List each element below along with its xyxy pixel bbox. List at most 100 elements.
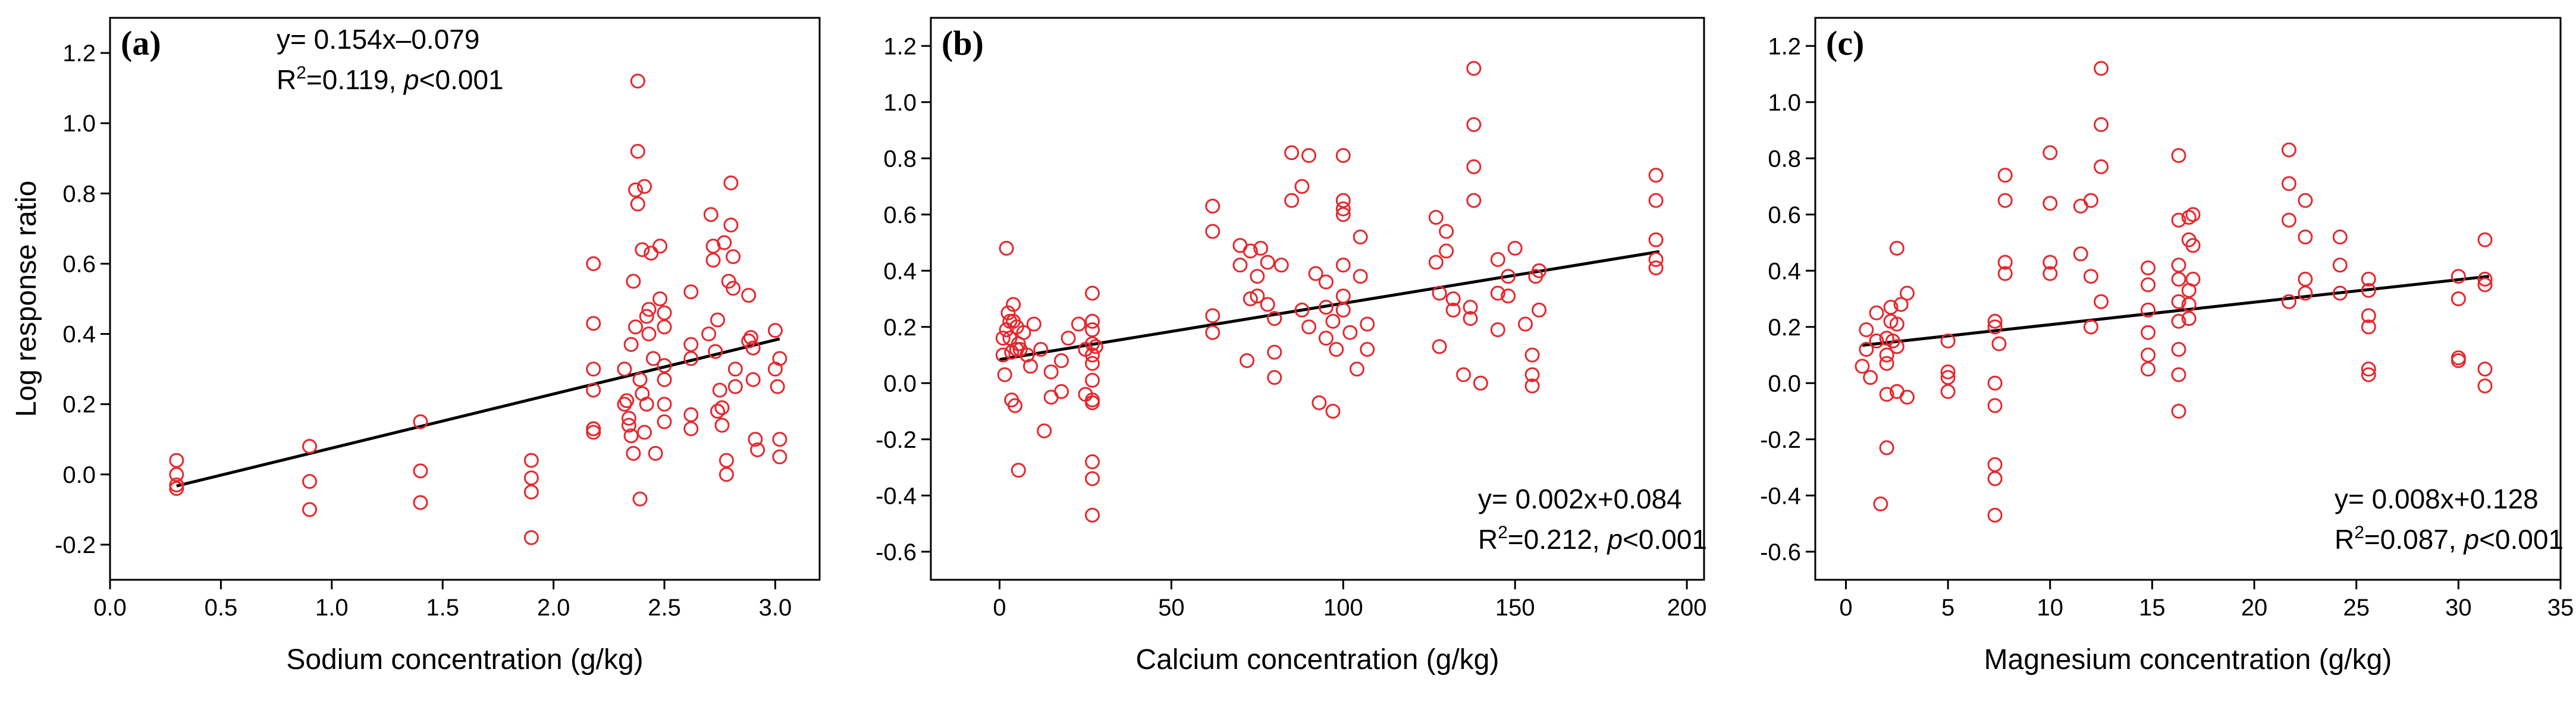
data-point (1863, 370, 1878, 385)
data-point (1991, 336, 2007, 351)
p-symbol: p (1606, 524, 1623, 555)
data-point (1240, 353, 1255, 368)
x-axis-label: Calcium concentration (g/kg) (1136, 644, 1499, 676)
data-point (644, 246, 659, 261)
data-point (1037, 423, 1052, 439)
data-point (2171, 367, 2186, 382)
data-point (683, 421, 699, 436)
data-point (1987, 398, 2003, 413)
data-point (2281, 212, 2296, 228)
data-point (717, 235, 732, 250)
data-point (1518, 316, 1533, 332)
data-point (2298, 193, 2313, 208)
data-point (657, 358, 672, 373)
data-point (1889, 316, 1904, 332)
data-point (1463, 311, 1478, 326)
x-tick-label: 100 (1323, 595, 1363, 621)
data-point (1353, 269, 1368, 284)
data-point (714, 400, 730, 416)
y-tick-label: -0.6 (876, 539, 917, 566)
data-point (1294, 302, 1310, 318)
data-point (1859, 322, 1874, 337)
data-point (2281, 176, 2296, 191)
data-point (1260, 255, 1275, 270)
data-point (1349, 362, 1364, 377)
r2-value: =0.212, (1508, 524, 1608, 555)
data-point (2083, 193, 2098, 208)
data-point (523, 530, 539, 545)
data-point (726, 249, 741, 265)
x-tick-label: 15 (2139, 595, 2166, 621)
data-point (1987, 375, 2003, 391)
x-tick-label: 35 (2547, 595, 2574, 621)
data-point (1940, 364, 1956, 379)
data-point (683, 284, 699, 300)
data-point (1648, 252, 1664, 267)
data-point (169, 480, 184, 496)
y-tick-label: 1.2 (1768, 33, 1801, 59)
y-tick-label: 0.0 (883, 370, 917, 397)
y-tick-label: 0.8 (1768, 146, 1801, 172)
data-point (2094, 61, 2109, 76)
data-point (1060, 331, 1076, 346)
data-point (1987, 471, 2003, 486)
data-point (2361, 308, 2376, 323)
data-point (617, 362, 632, 377)
data-point (1648, 260, 1664, 276)
y-tick-label: 0.6 (62, 251, 96, 277)
data-point (1008, 398, 1023, 413)
data-point (1507, 240, 1523, 256)
data-point (1883, 300, 1899, 315)
data-point (2094, 159, 2109, 174)
data-point (652, 291, 668, 306)
data-point (1466, 117, 1482, 133)
data-point (1205, 199, 1220, 214)
data-point (1342, 325, 1358, 340)
data-point (2181, 297, 2197, 312)
data-point (1023, 359, 1038, 374)
data-point (628, 182, 644, 197)
data-point (1648, 168, 1664, 183)
data-point (2073, 246, 2088, 262)
data-point (2361, 319, 2376, 335)
data-point (1524, 378, 1540, 394)
data-point (1335, 207, 1351, 222)
data-point (1033, 342, 1049, 357)
y-tick-label: 0.6 (883, 202, 917, 228)
data-point (1085, 347, 1100, 363)
data-point (630, 143, 645, 159)
data-point (1859, 342, 1874, 357)
data-point (1318, 300, 1334, 315)
data-point (1940, 333, 1956, 348)
data-point (1889, 240, 1904, 256)
data-point (1997, 168, 2013, 183)
regression-stats: R2=0.212, p<0.001 (1478, 523, 1707, 555)
data-point (1205, 325, 1220, 340)
data-point (2141, 362, 2156, 377)
data-point (2281, 142, 2296, 158)
data-point (1335, 193, 1351, 208)
r2-superscript: 2 (1498, 523, 1508, 542)
data-point (1855, 359, 1870, 374)
data-point (2141, 260, 2156, 276)
data-point (1432, 285, 1447, 301)
data-point (1205, 224, 1220, 239)
data-point (2361, 367, 2376, 382)
r2-symbol: R (277, 64, 296, 95)
data-point (2451, 291, 2466, 306)
data-point (995, 331, 1011, 346)
data-point (2298, 271, 2313, 287)
data-point (2171, 313, 2186, 329)
data-point (2361, 362, 2376, 377)
data-point (2042, 255, 2058, 270)
data-point (1445, 302, 1461, 318)
data-point (413, 495, 428, 510)
data-point (2141, 302, 2156, 318)
y-tick-label: 1.2 (883, 33, 917, 59)
data-point (727, 379, 743, 394)
data-point (2141, 347, 2156, 363)
data-point (1466, 193, 1482, 208)
data-point (523, 453, 539, 468)
data-point (703, 207, 718, 222)
